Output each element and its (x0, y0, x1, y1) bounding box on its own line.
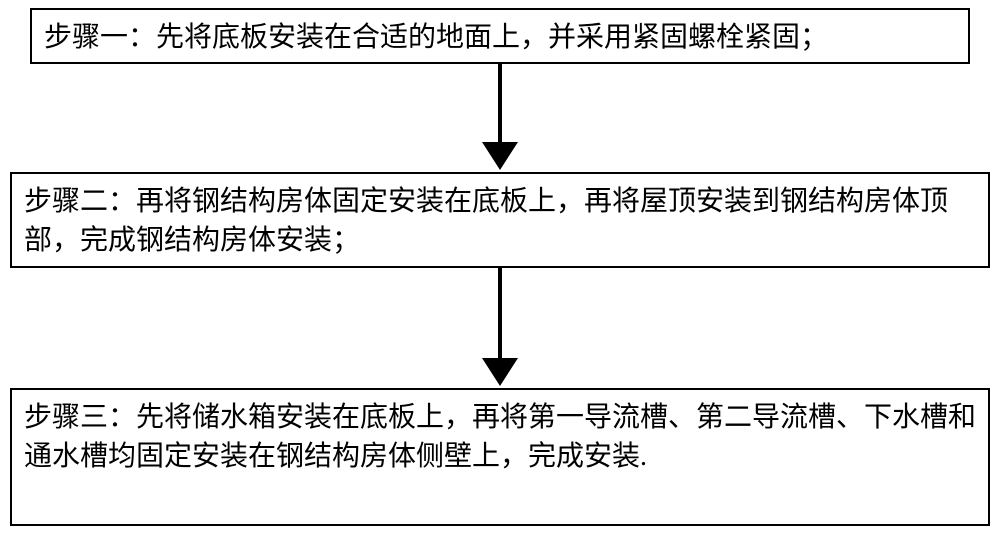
arrow-shaft (498, 64, 502, 142)
step-box-2: 步骤二：再将钢结构房体固定安装在底板上，再将屋顶安装到钢结构房体顶部，完成钢结构… (10, 172, 990, 268)
arrow-head-icon (482, 358, 518, 386)
arrow-2-to-3 (482, 268, 518, 386)
arrow-1-to-2 (482, 64, 518, 170)
step-box-1: 步骤一：先将底板安装在合适的地面上，并采用紧固螺栓紧固； (30, 8, 970, 64)
arrow-shaft (498, 268, 502, 358)
flowchart-container: 步骤一：先将底板安装在合适的地面上，并采用紧固螺栓紧固； 步骤二：再将钢结构房体… (0, 0, 1000, 540)
step-box-3: 步骤三：先将储水箱安装在底板上，再将第一导流槽、第二导流槽、下水槽和通水槽均固定… (10, 388, 990, 526)
arrow-head-icon (482, 142, 518, 170)
